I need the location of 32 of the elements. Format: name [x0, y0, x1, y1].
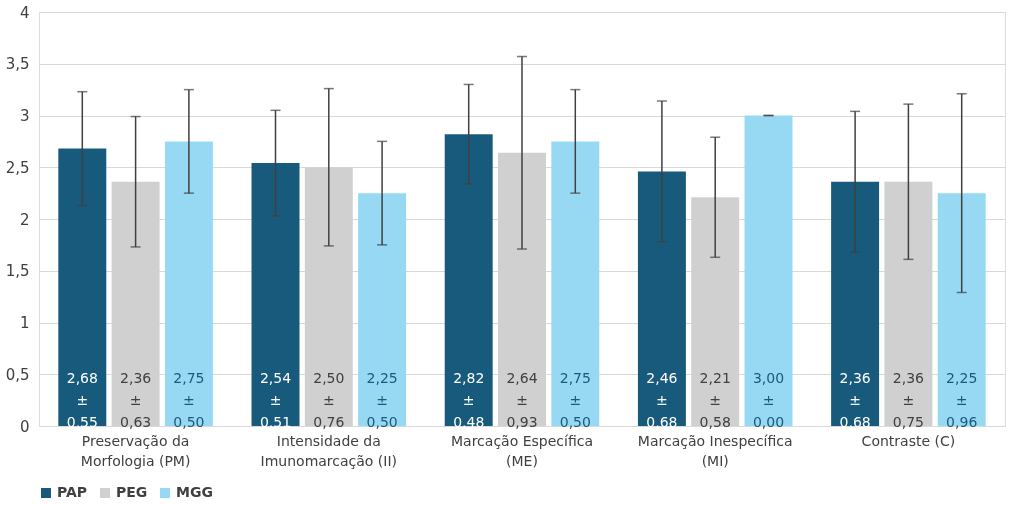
y-tick-label: 4 [19, 3, 30, 22]
legend-label: MGG [176, 484, 213, 500]
legend-label: PAP [57, 484, 88, 500]
data-label: 2,75 ± 0,50 [559, 370, 591, 430]
data-label: 2,36 ± 0,68 [839, 370, 871, 430]
data-label: 2,54 ± 0,51 [259, 370, 292, 430]
y-tick-label: 3,5 [5, 55, 30, 74]
data-label: 2,25 ± 0,96 [946, 370, 978, 430]
legend-label: PEG [116, 484, 148, 500]
data-label: 2,21 ± 0,58 [699, 370, 731, 430]
data-label: 2,68 ± 0,55 [66, 370, 98, 430]
x-tick-label: Intensidade da Imunomarcação (II) [260, 432, 398, 469]
data-label: 2,50 ± 0,76 [313, 370, 345, 430]
y-tick-label: 1 [19, 314, 30, 332]
y-tick-label: 1,5 [5, 262, 30, 281]
data-label: 2,46 ± 0,68 [646, 370, 678, 430]
data-label: 2,82 ± 0,48 [453, 370, 485, 430]
y-tick-label: 0 [19, 417, 30, 436]
x-tick-label: Marcação Específica (ME) [451, 432, 593, 469]
x-tick-label: Marcação Inespecífica (MI) [637, 432, 793, 469]
data-label: 2,64 ± 0,93 [506, 370, 538, 430]
data-label: 2,36 ± 0,63 [120, 370, 152, 430]
data-label: 2,25 ± 0,50 [366, 370, 398, 430]
data-label: 2,75 ± 0,50 [173, 370, 205, 430]
y-tick-label: 0,5 [5, 365, 30, 384]
x-tick-label: Contraste (C) [861, 432, 956, 449]
data-label: 2,36 ± 0,75 [892, 370, 925, 430]
y-tick-label: 3 [19, 107, 30, 125]
y-tick-label: 2 [19, 210, 30, 229]
x-tick-label: Preservação da Morfologia (PM) [80, 432, 191, 469]
y-tick-label: 2,5 [5, 158, 30, 177]
data-label: 3,00 ± 0,00 [752, 370, 785, 430]
